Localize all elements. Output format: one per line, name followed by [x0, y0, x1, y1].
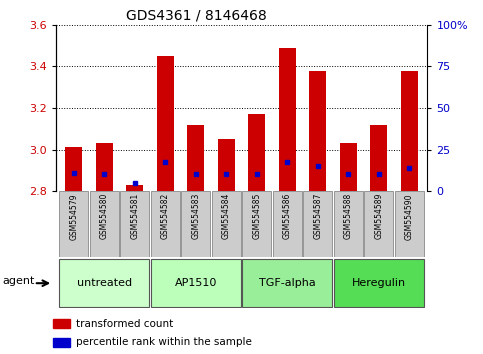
Text: GSM554586: GSM554586	[283, 193, 292, 240]
FancyBboxPatch shape	[212, 191, 241, 257]
Bar	[96, 143, 113, 191]
Text: GSM554583: GSM554583	[191, 193, 200, 240]
Bar	[248, 114, 265, 191]
Text: agent: agent	[2, 276, 35, 286]
Text: percentile rank within the sample: percentile rank within the sample	[76, 337, 252, 347]
Bar	[187, 125, 204, 191]
Bar	[218, 139, 235, 191]
Bar	[279, 48, 296, 191]
Bar	[401, 70, 417, 191]
Text: untreated: untreated	[77, 278, 132, 288]
Text: Heregulin: Heregulin	[352, 278, 406, 288]
Text: GSM554580: GSM554580	[100, 193, 109, 240]
FancyBboxPatch shape	[242, 259, 332, 307]
FancyBboxPatch shape	[272, 191, 302, 257]
FancyBboxPatch shape	[303, 191, 332, 257]
Text: GSM554587: GSM554587	[313, 193, 322, 240]
Text: GSM554589: GSM554589	[374, 193, 383, 240]
FancyBboxPatch shape	[334, 259, 424, 307]
Bar	[157, 56, 174, 191]
Text: GSM554582: GSM554582	[161, 193, 170, 239]
FancyBboxPatch shape	[151, 259, 241, 307]
Text: GSM554585: GSM554585	[252, 193, 261, 240]
FancyBboxPatch shape	[181, 191, 211, 257]
FancyBboxPatch shape	[242, 191, 271, 257]
Text: TGF-alpha: TGF-alpha	[259, 278, 315, 288]
Text: GSM554581: GSM554581	[130, 193, 139, 239]
FancyBboxPatch shape	[334, 191, 363, 257]
Bar	[127, 185, 143, 191]
Bar	[53, 319, 70, 328]
FancyBboxPatch shape	[59, 259, 149, 307]
Bar	[309, 70, 326, 191]
FancyBboxPatch shape	[395, 191, 424, 257]
Bar	[340, 143, 356, 191]
Text: transformed count: transformed count	[76, 319, 173, 329]
FancyBboxPatch shape	[364, 191, 393, 257]
Bar	[370, 125, 387, 191]
Text: GSM554579: GSM554579	[70, 193, 78, 240]
Text: AP1510: AP1510	[174, 278, 217, 288]
FancyBboxPatch shape	[90, 191, 119, 257]
Text: GSM554584: GSM554584	[222, 193, 231, 240]
Text: GDS4361 / 8146468: GDS4361 / 8146468	[127, 9, 267, 23]
FancyBboxPatch shape	[120, 191, 149, 257]
Text: GSM554590: GSM554590	[405, 193, 413, 240]
FancyBboxPatch shape	[59, 191, 88, 257]
Text: GSM554588: GSM554588	[344, 193, 353, 239]
FancyBboxPatch shape	[151, 191, 180, 257]
Bar	[53, 338, 70, 347]
Bar	[66, 148, 82, 191]
